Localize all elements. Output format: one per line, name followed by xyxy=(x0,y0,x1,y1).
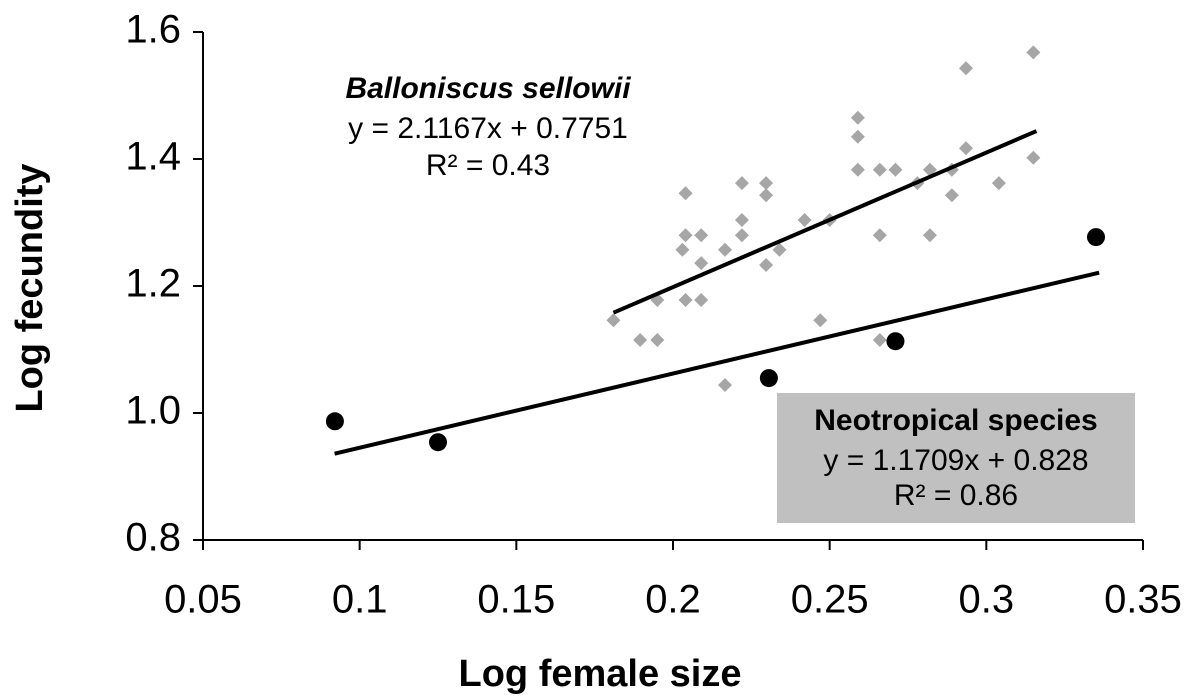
point xyxy=(759,188,774,203)
x-tick-label: 0.2 xyxy=(645,578,701,622)
x-tick-label: 0.3 xyxy=(959,578,1015,622)
point xyxy=(678,292,693,307)
point xyxy=(694,228,709,243)
trend-line xyxy=(612,129,1038,315)
y-axis-title: Log fecundity xyxy=(9,163,51,412)
x-axis-title: Log female size xyxy=(459,653,742,695)
point xyxy=(734,176,749,191)
point xyxy=(872,162,887,177)
trend-line xyxy=(334,270,1100,456)
point xyxy=(678,228,693,243)
y-tick-label: 1.6 xyxy=(125,8,181,52)
x-tick-label: 0.15 xyxy=(477,578,555,622)
point xyxy=(772,242,787,257)
point xyxy=(944,188,959,203)
annotation-equation: y = 2.1167x + 0.7751 xyxy=(348,112,628,145)
point xyxy=(872,332,887,347)
point xyxy=(759,176,774,191)
point xyxy=(759,369,778,388)
annotation-title: Balloniscus sellowii xyxy=(345,72,631,105)
annotation-r2: R² = 0.43 xyxy=(426,149,550,182)
point xyxy=(850,110,865,125)
point xyxy=(694,292,709,307)
point xyxy=(718,242,733,257)
point xyxy=(325,412,344,431)
annotation-box xyxy=(777,393,1135,523)
point xyxy=(886,332,905,351)
x-tick-label: 0.1 xyxy=(332,578,388,622)
point xyxy=(872,228,887,243)
point xyxy=(958,141,973,156)
point xyxy=(922,228,937,243)
y-tick-label: 1.4 xyxy=(125,135,181,179)
point xyxy=(694,256,709,271)
point xyxy=(958,61,973,76)
point xyxy=(991,176,1006,191)
point xyxy=(888,162,903,177)
x-tick-label: 0.35 xyxy=(1104,578,1182,622)
point xyxy=(850,162,865,177)
point xyxy=(734,212,749,227)
point xyxy=(1026,150,1041,165)
y-tick-label: 1.0 xyxy=(125,389,181,433)
point xyxy=(1087,228,1105,247)
point xyxy=(606,313,621,328)
y-tick-label: 1.2 xyxy=(125,262,181,306)
point xyxy=(1026,45,1041,60)
annotation-r2: R² = 0.86 xyxy=(894,479,1018,512)
point xyxy=(675,242,690,257)
point xyxy=(650,332,665,347)
point xyxy=(429,433,447,452)
point xyxy=(678,186,693,201)
annotation-equation: y = 1.1709x + 0.828 xyxy=(823,444,1088,477)
point xyxy=(633,332,648,347)
x-tick-label: 0.25 xyxy=(791,578,869,622)
point xyxy=(759,258,774,273)
point xyxy=(797,212,812,227)
point xyxy=(813,313,828,328)
y-tick-label: 0.8 xyxy=(125,516,181,560)
x-tick-label: 0.05 xyxy=(164,578,242,622)
point xyxy=(850,129,865,144)
point xyxy=(734,228,749,243)
point xyxy=(718,378,733,393)
annotation-title: Neotropical species xyxy=(814,404,1097,437)
